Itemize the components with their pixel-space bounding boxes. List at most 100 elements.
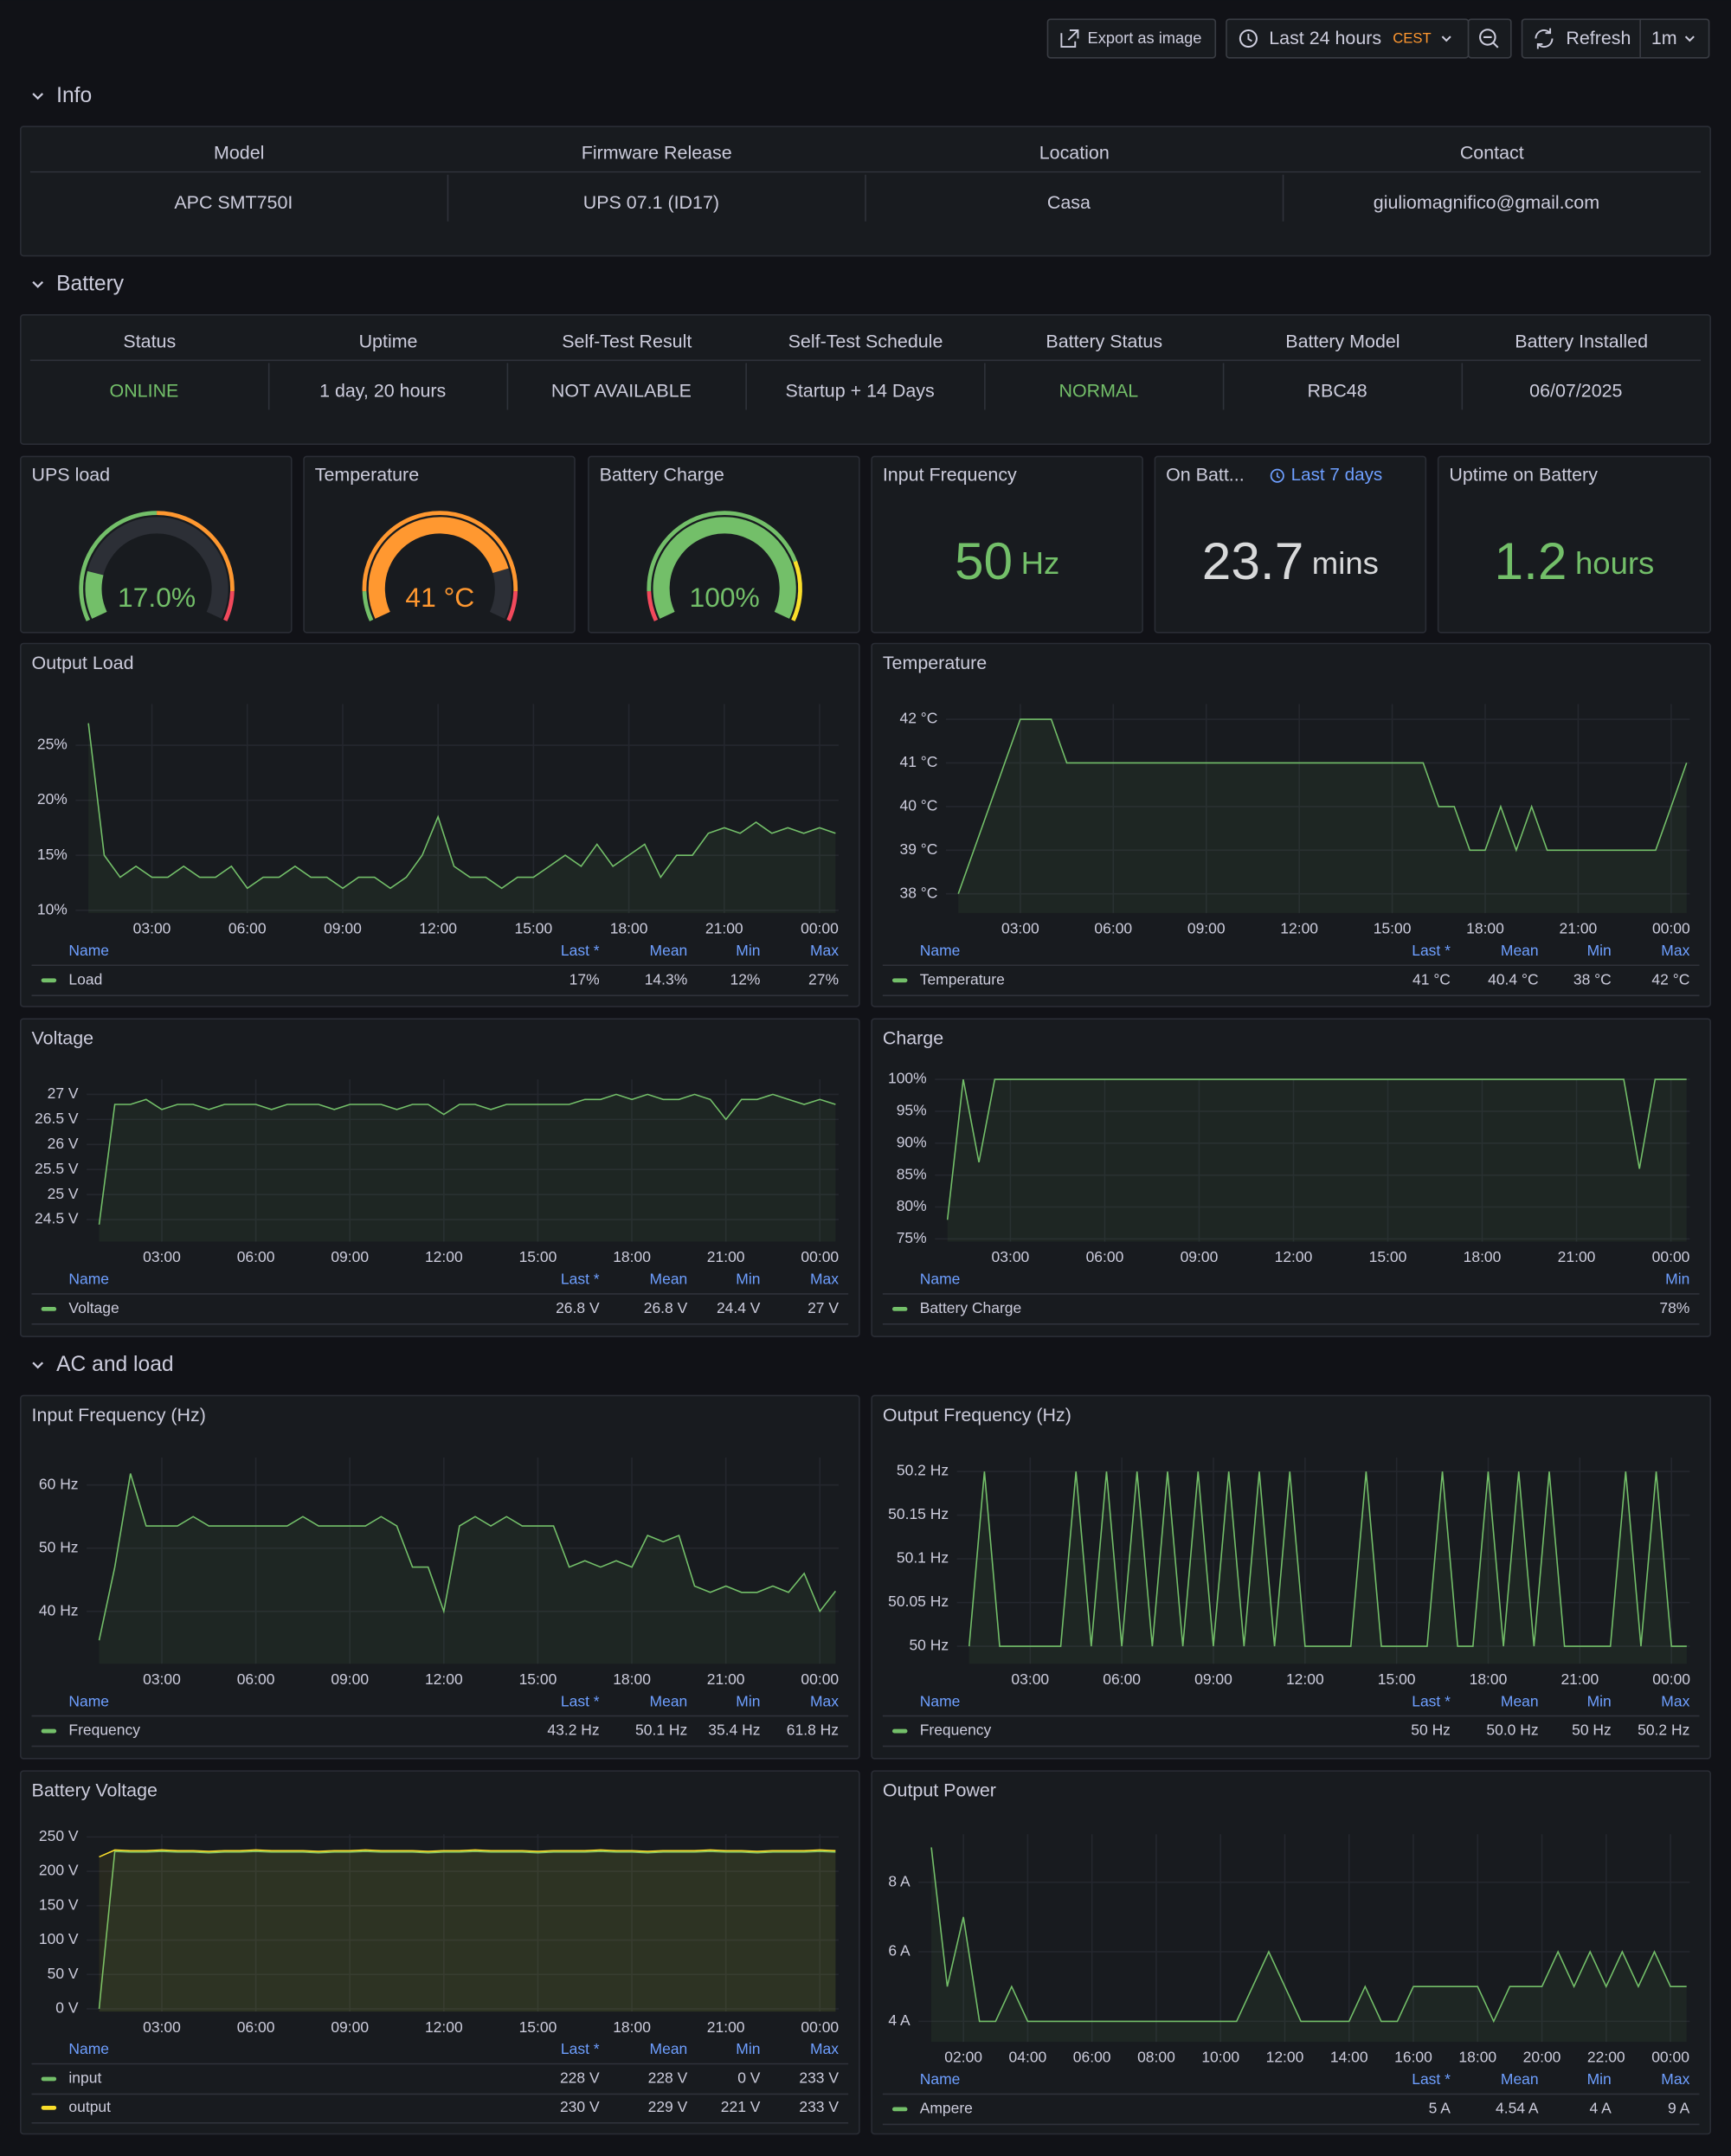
x-tick-label: 18:00 — [1466, 920, 1504, 937]
panel — [1154, 455, 1427, 634]
legend-stat: 42 °C — [1651, 970, 1689, 988]
gauge-value: 17.0% — [118, 582, 196, 613]
legend-stat: 43.2 Hz — [547, 1722, 599, 1739]
stat-value: 1.2 — [1495, 531, 1567, 590]
legend-swatch — [891, 1306, 908, 1311]
x-tick-label: 09:00 — [324, 920, 362, 937]
legend-stat: 61.8 Hz — [787, 1722, 839, 1739]
legend-swatch — [891, 2107, 908, 2112]
caret — [1441, 35, 1451, 42]
y-tick-label: 50.2 Hz — [897, 1462, 949, 1479]
clock-icon — [1239, 29, 1258, 48]
x-tick-label: 00:00 — [1652, 920, 1690, 937]
panel — [871, 455, 1143, 634]
legend-header: Name — [920, 1692, 961, 1709]
legend-stat: 14.3% — [645, 970, 688, 988]
export-icon — [1060, 29, 1079, 48]
legend-name: Voltage — [68, 1299, 119, 1316]
x-tick-label: 06:00 — [237, 1248, 275, 1265]
x-tick-label: 03:00 — [143, 1248, 181, 1265]
x-tick-label: 00:00 — [1651, 2049, 1689, 2066]
legend-column: Max — [810, 1271, 839, 1288]
zoom-out-button[interactable] — [1467, 18, 1512, 59]
x-tick-label: 00:00 — [801, 2018, 839, 2036]
area-fill — [931, 1847, 1687, 2043]
y-tick-label: 80% — [897, 1197, 927, 1214]
legend-column: Min — [736, 942, 760, 959]
area-fill — [947, 1079, 1687, 1242]
x-tick-label: 15:00 — [519, 1670, 557, 1688]
table-header: Status — [123, 331, 176, 351]
refresh-label[interactable]: Refresh — [1566, 28, 1631, 48]
gauge-fill — [653, 517, 796, 619]
legend-column: Max — [1661, 2070, 1689, 2088]
legend-column: Last * — [561, 1271, 600, 1288]
x-tick-label: 12:00 — [1275, 1248, 1313, 1265]
y-tick-label: 20% — [37, 790, 68, 808]
stat: 1.2 hours — [1495, 531, 1655, 590]
legend-column: Mean — [650, 1271, 688, 1288]
legend-column: Last * — [561, 1692, 600, 1709]
x-tick-label: 12:00 — [1280, 920, 1318, 937]
x-tick-label: 12:00 — [419, 920, 457, 937]
table-header: Firmware Release — [582, 143, 732, 164]
stat-unit: mins — [1312, 545, 1379, 581]
legend-column: Mean — [1501, 1692, 1539, 1709]
legend-stat: 50.1 Hz — [635, 1722, 687, 1739]
time-override-hands — [1276, 472, 1281, 479]
panel-title: Temperature — [883, 653, 987, 673]
legend-swatch — [891, 1728, 908, 1734]
series-line — [98, 1473, 836, 1641]
x-tick-label: 00:00 — [801, 920, 839, 937]
y-tick-label: 40 Hz — [39, 1601, 79, 1619]
y-tick-label: 250 V — [39, 1827, 79, 1844]
x-tick-label: 12:00 — [425, 2018, 463, 2036]
row-title: AC and load — [56, 1353, 173, 1376]
legend-name: Temperature — [920, 970, 1005, 988]
legend-stat: 27 V — [808, 1299, 839, 1316]
table-cell: NOT AVAILABLE — [551, 380, 692, 401]
table-cell: RBC48 — [1308, 380, 1367, 401]
legend-header: Name — [920, 942, 961, 959]
x-tick-label: 00:00 — [801, 1670, 839, 1688]
time-range[interactable]: Last 24 hours — [1269, 28, 1381, 48]
table-header: Contact — [1460, 143, 1524, 164]
gauge-threshold — [647, 511, 797, 592]
row-chevron — [32, 1361, 44, 1369]
series-line — [99, 1849, 836, 1858]
gauge-threshold — [362, 590, 374, 621]
legend-stat: 5 A — [1429, 2100, 1451, 2117]
legend-stat: 50.2 Hz — [1638, 1722, 1689, 1739]
legend-column: Last * — [1412, 942, 1451, 959]
gauge-threshold — [79, 511, 158, 621]
panel — [20, 314, 1711, 445]
x-tick-label: 00:00 — [1652, 1670, 1690, 1688]
area-fill — [958, 719, 1687, 913]
x-tick-label: 18:00 — [613, 2018, 651, 2036]
clock-hands — [1247, 33, 1252, 42]
stat: 23.7 mins — [1202, 531, 1379, 590]
stat-value: 23.7 — [1202, 531, 1303, 590]
x-tick-label: 18:00 — [1470, 1670, 1508, 1688]
panel-title: Voltage — [32, 1028, 94, 1049]
x-tick-label: 06:00 — [1094, 920, 1132, 937]
refresh-interval[interactable]: 1m — [1651, 28, 1677, 48]
x-tick-label: 12:00 — [425, 1670, 463, 1688]
area-fill — [88, 723, 836, 913]
legend-swatch — [41, 1306, 57, 1311]
table-cell: giuliomagnifico@gmail.com — [1374, 192, 1599, 213]
export-button[interactable] — [1046, 18, 1217, 59]
x-tick-label: 21:00 — [1560, 920, 1598, 937]
legend-swatch — [41, 978, 57, 983]
series-line — [98, 1850, 836, 2010]
table-header: Uptime — [359, 331, 418, 351]
table-cell: APC SMT750I — [174, 192, 293, 213]
legend-stat: 4 A — [1590, 2100, 1612, 2117]
x-tick-label: 15:00 — [1369, 1248, 1407, 1265]
legend-stat: 12% — [730, 970, 761, 988]
export-label[interactable]: Export as image — [1088, 29, 1202, 47]
refresh-group[interactable] — [1521, 18, 1710, 59]
legend-column: Mean — [650, 2040, 688, 2057]
y-tick-label: 10% — [37, 900, 68, 917]
